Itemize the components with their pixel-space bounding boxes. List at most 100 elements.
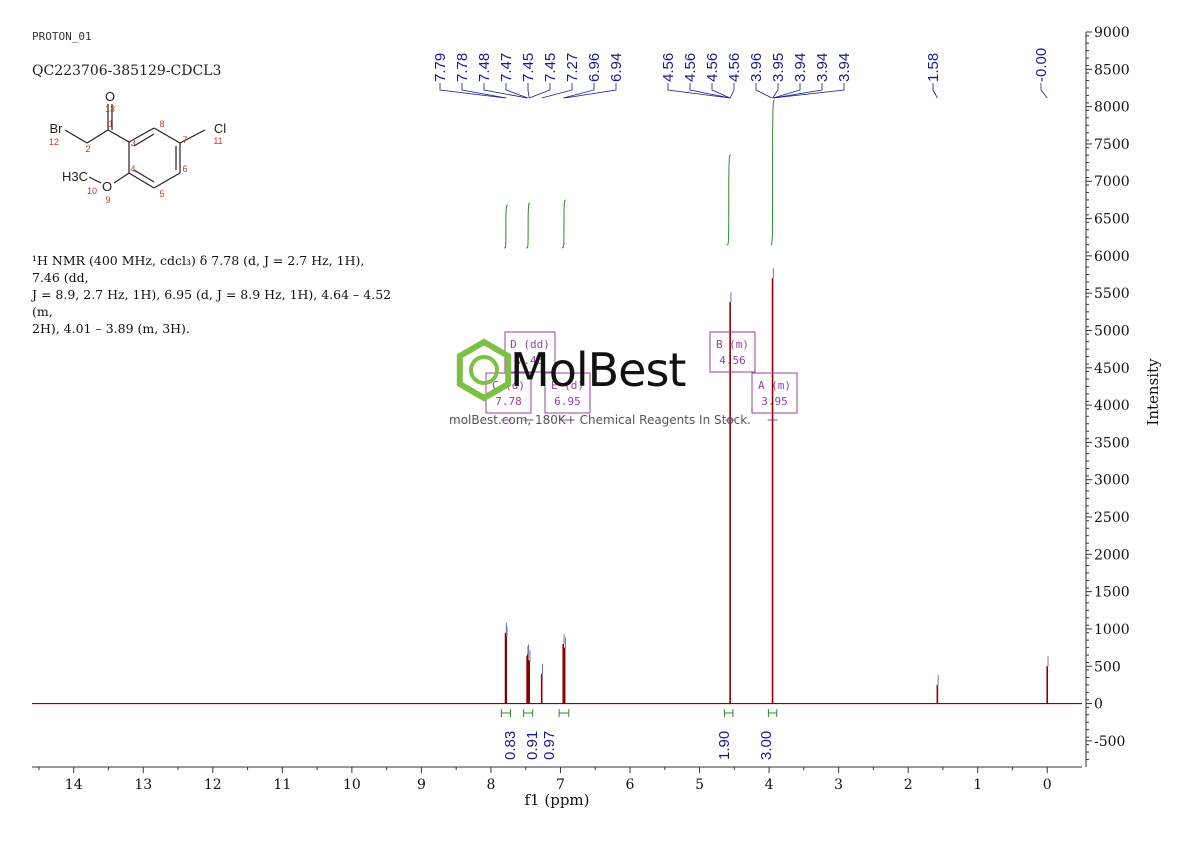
x-tick-label: 8 [486,777,495,793]
peak-shift-label: 7.45 [542,53,559,82]
x-tick-label: 1 [973,777,982,793]
y-tick-label: 1500 [1094,585,1130,601]
multiplet-shift-label: 7.78 [495,395,522,408]
integral-curve [526,202,531,249]
atom-number: 6 [182,164,187,174]
y-tick-label: 4000 [1094,398,1130,414]
peak-leader-line [461,83,507,99]
peak-leader-line [564,83,617,99]
sample-id: QC223706-385129-CDCL3 [32,63,222,79]
integral-value: 1.90 [716,731,733,760]
peak-shift-label: 3.94 [792,53,809,82]
peak-leader-line [541,83,573,99]
y-tick-label: 2500 [1094,510,1130,526]
multiplet-box [709,331,756,373]
watermark-logo-ring [469,355,499,385]
integral-curve [770,99,775,246]
peak-leader-line [529,83,551,99]
peak-leader-line [773,83,801,99]
peak-shift-label: 4.56 [726,53,743,82]
y-tick-label: 5000 [1094,323,1130,339]
atom-number: 13 [105,104,115,114]
y-tick-label: 8000 [1094,100,1130,116]
y-tick-label: 2000 [1094,547,1130,563]
description-line-1: ¹H NMR (400 MHz, cdcl₃) δ 7.78 (d, J = 2… [32,253,365,285]
watermark-logo-icon [456,338,512,402]
integral-curve [726,154,731,246]
atom-number: 12 [49,137,59,147]
description-line-2: J = 8.9, 2.7 Hz, 1H), 6.95 (d, J = 8.9 H… [32,287,392,319]
x-tick-label: 6 [626,777,635,793]
multiplet-shift-label: 3.95 [761,395,788,408]
x-tick-label: 0 [1043,777,1052,793]
y-tick-label: 7000 [1094,174,1130,190]
nmr-description: ¹H NMR (400 MHz, cdcl₃) δ 7.78 (d, J = 2… [32,252,392,337]
x-tick-label: 12 [204,777,222,793]
multiplet-box [544,372,591,414]
peak-leader-line [667,83,731,99]
peak-shift-label: 1.58 [925,53,942,82]
y-tick-label: 1000 [1094,622,1130,638]
x-tick-label: 11 [273,777,291,793]
peak-shift-label: 7.48 [476,53,493,82]
peak-shift-label: 6.94 [608,53,625,82]
peak-leader-line [729,83,735,99]
peak-leader-line [772,83,779,99]
y-tick-label: 8500 [1094,62,1130,78]
peak-leader-line [711,83,731,99]
x-tick-label: 4 [765,777,774,793]
atom-number: 11 [213,136,222,146]
atom-number: 9 [105,195,110,205]
multiplet-type-label: B (m) [716,338,749,351]
peak-shift-label: 7.27 [564,53,581,82]
x-tick-label: 10 [343,777,361,793]
peak-shift-label: 7.79 [432,53,449,82]
atom-o-label: O [105,89,115,104]
atom-number: 4 [130,164,135,174]
integral-value: 3.00 [758,731,775,760]
integral-value: 0.97 [541,731,558,760]
y-tick-label: 6000 [1094,249,1130,265]
y-tick-label: 7500 [1094,137,1130,153]
y-axis-label: Intensity [1144,358,1162,426]
atom-o-label: O [102,179,112,194]
y-tick-label: 4500 [1094,361,1130,377]
peak-leader-line [755,83,773,99]
multiplet-shift-label: 7.46 [517,354,544,367]
multiplet-box [751,372,798,414]
y-tick-label: 5500 [1094,286,1130,302]
peak-leader-line [505,83,528,99]
peak-shift-label: 3.96 [748,53,765,82]
y-tick-label: 3500 [1094,435,1130,451]
peak-leader-line [932,83,938,99]
peak-shift-label: 7.45 [520,53,537,82]
y-tick-label: -500 [1094,734,1125,750]
peak-shift-label: 4.56 [704,53,721,82]
x-axis-label: f1 (ppm) [525,791,590,809]
integral-curve [503,204,508,249]
atom-number: 10 [87,186,97,196]
atom-number: 2 [85,144,90,154]
peak-shift-label: 7.78 [454,53,471,82]
peak-leader-line [773,83,823,99]
atom-br-label: Br [50,121,64,136]
peak-leader-line [563,83,595,99]
peak-shift-label: 6.96 [586,53,603,82]
multiplet-type-label: D (dd) [510,338,550,351]
multiplet-shift-label: 6.95 [554,395,581,408]
x-tick-label: 9 [417,777,426,793]
peak-shift-label: -0.00 [1033,48,1050,82]
atom-h3c-label: H3C [62,169,88,184]
atom-number: 8 [159,119,164,129]
peak-leader-line [527,83,530,99]
x-tick-label: 3 [834,777,843,793]
peak-leader-line [439,83,506,99]
multiplet-shift-label: 4.56 [719,354,746,367]
peak-shift-label: 3.95 [770,53,787,82]
peak-shift-label: 7.47 [498,53,515,82]
y-tick-label: 9000 [1094,25,1130,41]
x-tick-label: 5 [695,777,704,793]
integral-curve [561,199,566,249]
